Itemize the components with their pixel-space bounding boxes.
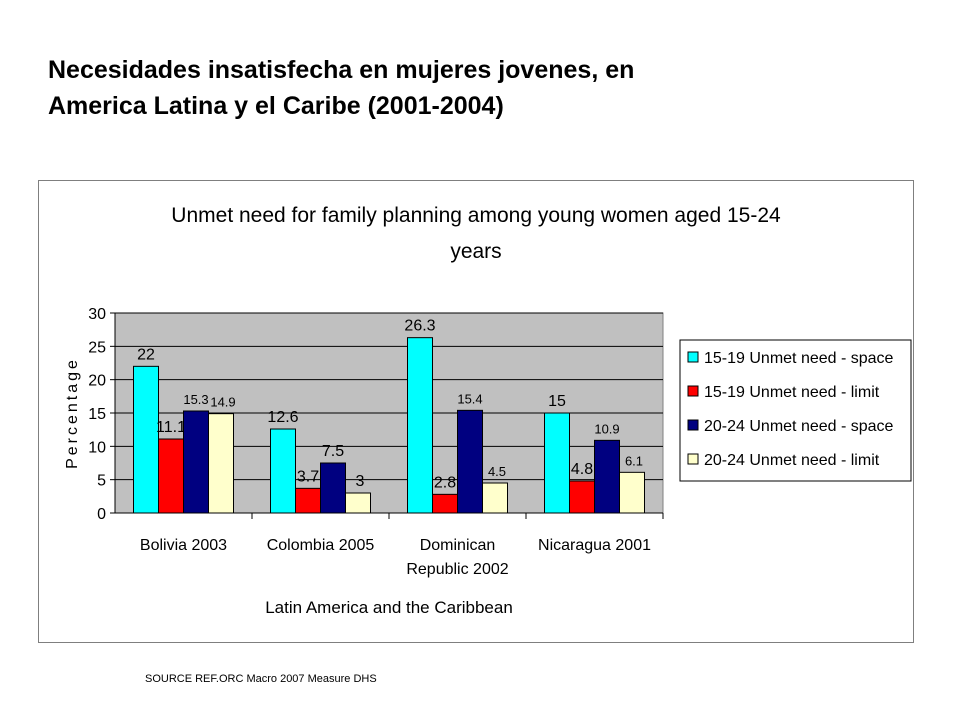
bar-3 <box>457 409 483 514</box>
bar-3 <box>183 410 209 514</box>
data-label: 22 <box>137 346 155 363</box>
data-label: 26.3 <box>404 318 435 335</box>
x-tick-label: Republic 2002 <box>406 561 508 578</box>
bar-2 <box>158 438 184 514</box>
legend-box <box>679 339 912 482</box>
data-label: 3.7 <box>297 468 319 485</box>
slide-title-line-1: Necesidades insatisfecha en mujeres jove… <box>48 56 635 84</box>
legend-swatch-4 <box>687 453 699 465</box>
data-label: 12.6 <box>267 409 298 426</box>
y-tick-label: 15 <box>88 406 106 423</box>
bar-4 <box>345 492 371 514</box>
data-label: 14.9 <box>210 395 235 410</box>
bar-2 <box>295 487 321 514</box>
data-label: 11.1 <box>156 419 186 436</box>
x-tick-label: Bolivia 2003 <box>140 537 227 554</box>
chart-frame: Unmet need for family planning among you… <box>38 180 914 643</box>
y-tick-label: 20 <box>88 373 106 390</box>
x-tick-label: Colombia 2005 <box>267 537 375 554</box>
data-label: 2.8 <box>434 474 456 491</box>
legend-label-2: 15-19 Unmet need - limit <box>704 384 880 401</box>
x-tick-label: Nicaragua 2001 <box>538 537 651 554</box>
slide-title: Necesidades insatisfecha en mujeres jove… <box>48 52 928 124</box>
data-label: 4.5 <box>488 464 506 479</box>
chart-title-line-1: Unmet need for family planning among you… <box>171 204 781 227</box>
slide-title-line-2: America Latina y el Caribe (2001-2004) <box>48 92 504 120</box>
x-axis-label: Latin America and the Caribbean <box>265 598 513 617</box>
data-label: 15 <box>548 393 566 410</box>
legend-swatch-3 <box>687 419 699 431</box>
bar-4 <box>482 482 508 514</box>
bar-chart: Unmet need for family planning among you… <box>64 204 912 617</box>
legend-label-1: 15-19 Unmet need - space <box>704 350 894 367</box>
data-label: 10.9 <box>594 421 619 436</box>
bar-1 <box>544 412 570 514</box>
data-label: 4.8 <box>571 461 593 478</box>
data-label: 6.1 <box>625 453 643 468</box>
bar-2 <box>432 493 458 514</box>
data-label: 15.4 <box>457 391 482 406</box>
data-label: 3 <box>356 473 365 490</box>
legend-label-4: 20-24 Unmet need - limit <box>704 452 880 469</box>
bar-2 <box>569 480 595 514</box>
bar-3 <box>320 462 346 514</box>
y-tick-label: 5 <box>97 473 106 490</box>
chart-title-line-2: years <box>450 240 501 263</box>
legend-swatch-2 <box>687 385 699 397</box>
source-note: SOURCE REF.ORC Macro 2007 Measure DHS <box>145 673 377 685</box>
bar-4 <box>208 413 234 514</box>
data-label: 7.5 <box>322 443 344 460</box>
y-tick-label: 0 <box>97 506 106 523</box>
bar-1 <box>133 365 159 514</box>
bar-1 <box>407 337 433 514</box>
y-tick-label: 25 <box>88 339 106 356</box>
legend-swatch-1 <box>687 351 699 363</box>
legend-label-3: 20-24 Unmet need - space <box>704 418 894 435</box>
y-tick-label: 10 <box>88 439 106 456</box>
data-label: 15.3 <box>183 392 208 407</box>
bar-1 <box>270 428 296 514</box>
bar-3 <box>594 439 620 514</box>
bar-4 <box>619 471 645 514</box>
y-tick-label: 30 <box>88 306 106 323</box>
x-tick-label: Dominican <box>420 537 496 554</box>
y-axis-label: Percentage <box>64 357 81 469</box>
